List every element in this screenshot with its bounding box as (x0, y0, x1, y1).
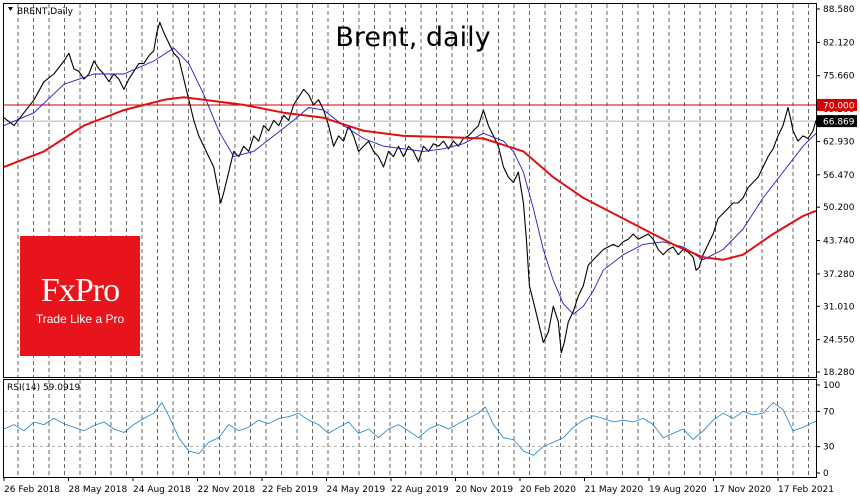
chart-title: Brent, daily (335, 22, 490, 53)
x-tick-label: 17 Nov 2020 (714, 485, 772, 495)
x-tick-label: 22 Feb 2019 (262, 485, 318, 495)
series-line-0 (3, 402, 817, 456)
y-tick-label: 75.660 (823, 72, 855, 82)
logo-tagline: Trade Like a Pro (35, 312, 125, 326)
x-tick-label: 22 Nov 2018 (198, 485, 256, 495)
x-tick-label: 22 Aug 2019 (391, 485, 449, 495)
x-tick-label: 24 Aug 2018 (133, 485, 191, 495)
series-line-0 (3, 21, 817, 354)
fxpro-logo: FxPro Trade Like a Pro (20, 236, 140, 356)
price-line-badge (817, 98, 857, 111)
y-tick-label: 43.740 (823, 237, 855, 247)
x-tick-label: 20 Feb 2020 (520, 485, 576, 495)
x-tick-label: 24 May 2019 (327, 485, 386, 495)
y-tick-label: 88.580 (823, 5, 855, 15)
chart-triangle-icon (8, 7, 13, 11)
rsi-tick-label: 30 (823, 443, 835, 453)
y-tick-label: 56.470 (823, 171, 855, 181)
current-price-label: 66.869 (823, 118, 855, 128)
symbol-label: BRENT,Daily (8, 7, 74, 17)
current-price-badge (817, 115, 857, 128)
price-level-line (4, 104, 816, 122)
x-tick-label: 26 Feb 2018 (4, 485, 60, 495)
x-axis: 26 Feb 2018 28 May 2018 24 Aug 2018 22 Nov … (3, 477, 834, 495)
y-tick-label: 82.120 (823, 38, 855, 48)
rsi-label: RSI(14) 59.0919 (7, 383, 80, 393)
x-tick-label: 21 May 2020 (585, 485, 644, 495)
y-tick-label: 31.010 (823, 302, 855, 312)
x-tick-label: 20 Nov 2019 (456, 485, 514, 495)
y-tick-label: 37.280 (823, 270, 855, 280)
rsi-series (3, 402, 817, 456)
rsi-tick-label: 0 (823, 469, 829, 479)
main-series (3, 21, 817, 354)
series-line-2 (3, 96, 817, 261)
y-tick-label: 18.280 (823, 368, 855, 378)
rsi-panel-frame (3, 379, 817, 478)
y-tick-label: 24.550 (823, 336, 855, 346)
symbol-text: BRENT,Daily (17, 7, 74, 17)
x-tick-label: 17 Feb 2021 (778, 485, 834, 495)
x-tick-label: 28 May 2018 (69, 485, 128, 495)
price-line-label: 70.000 (823, 101, 855, 111)
main-y-axis: 88.58082.12075.66069.20062.93056.47050.2… (816, 5, 857, 378)
rsi-tick-label: 100 (823, 381, 840, 391)
y-tick-label: 62.930 (823, 137, 855, 147)
y-tick-label: 50.200 (823, 203, 855, 213)
rsi-y-axis: 100 70 30 0 (816, 381, 840, 479)
x-tick-label: 19 Aug 2020 (649, 485, 707, 495)
rsi-tick-label: 70 (823, 407, 835, 417)
logo-name: FxPro (40, 272, 120, 309)
